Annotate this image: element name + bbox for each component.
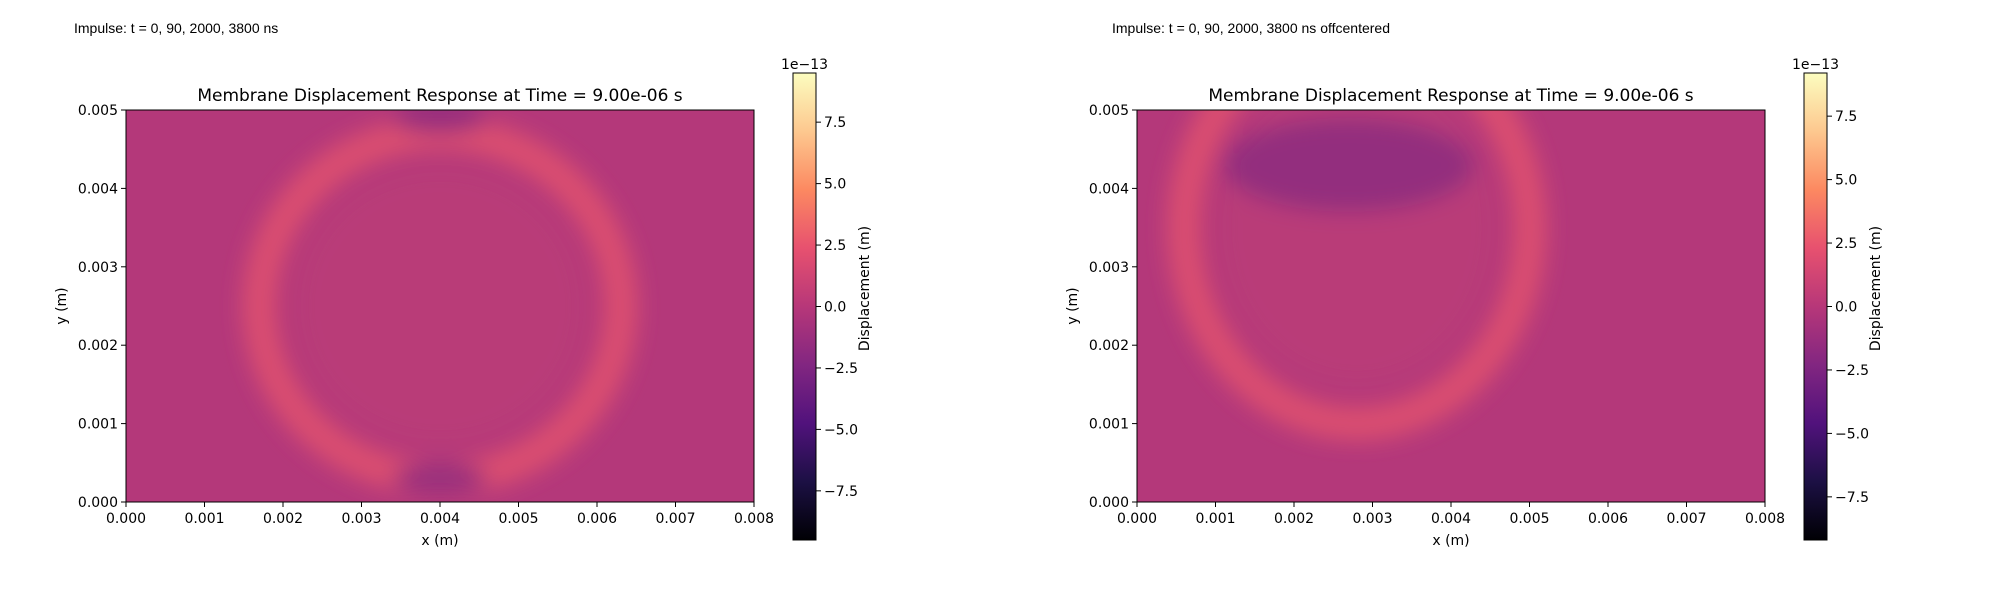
plot-title: Membrane Displacement Response at Time =… [197,86,682,106]
y-tick-label: 0.000 [78,495,118,511]
y-tick-label: 0.001 [1089,417,1129,433]
heatmap-2 [1137,110,1765,502]
trough [392,110,488,134]
x-tick-label: 0.006 [577,511,617,527]
colorbar-tick-label: 7.5 [1835,109,1857,125]
y-tick-label: 0.002 [1089,338,1129,354]
y-tick-label: 0.003 [78,260,118,276]
x-axis-label: x (m) [1432,533,1469,549]
colorbar-offset-label: 1e−13 [781,57,828,73]
x-tick-label: 0.008 [1745,511,1785,527]
colorbar-tick-label: −5.0 [1835,426,1869,442]
x-tick-label: 0.000 [106,511,146,527]
y-tick-label: 0.004 [1089,181,1129,197]
colorbar-tick-label: 2.5 [1835,236,1857,252]
wave-ring [1167,110,1547,441]
y-tick-label: 0.000 [1089,495,1129,511]
colorbar [1803,72,1828,541]
y-tick-label: 0.003 [1089,260,1129,276]
trough [1223,117,1475,212]
colorbar-tick-label: −2.5 [1835,363,1869,379]
colorbar-tick-label: −7.5 [1835,490,1869,506]
y-tick-label: 0.002 [78,338,118,354]
trough [392,462,488,495]
y-tick-label: 0.005 [78,103,118,119]
x-tick-label: 0.006 [1588,511,1628,527]
colorbar-tick-label: 5.0 [824,177,846,193]
colorbar-tick-label: 2.5 [824,238,846,254]
caption-left: Impulse: t = 0, 90, 2000, 3800 ns [74,20,279,36]
x-tick-label: 0.004 [420,511,460,527]
x-tick-label: 0.002 [263,511,303,527]
x-tick-label: 0.000 [1117,511,1157,527]
y-tick-label: 0.001 [78,417,118,433]
colorbar-tick-label: 7.5 [824,115,846,131]
y-axis-label: y (m) [54,287,70,324]
x-tick-label: 0.002 [1274,511,1314,527]
x-tick-label: 0.007 [1666,511,1706,527]
colorbar-tick-label: −7.5 [824,484,858,500]
y-tick-label: 0.005 [1089,103,1129,119]
colorbar-tick-label: 5.0 [1835,173,1857,189]
x-tick-label: 0.005 [1509,511,1549,527]
x-tick-label: 0.007 [655,511,695,527]
heatmap-1 [126,110,754,502]
x-tick-label: 0.001 [184,511,224,527]
x-tick-label: 0.001 [1195,511,1235,527]
colorbar-offset-label: 1e−13 [1792,57,1839,73]
y-tick-label: 0.004 [78,181,118,197]
colorbar-label: Displacement (m) [857,226,873,351]
colorbar-tick-label: 0.0 [824,300,846,316]
ring-interior [1218,110,1495,385]
colorbar [792,72,817,541]
colorbar-tick-label: −2.5 [824,361,858,377]
caption-right: Impulse: t = 0, 90, 2000, 3800 ns offcen… [1112,20,1390,36]
x-tick-label: 0.003 [341,511,381,527]
colorbar-tick-label: −5.0 [824,422,858,438]
x-axis-label: x (m) [421,533,458,549]
x-tick-label: 0.003 [1352,511,1392,527]
x-tick-label: 0.004 [1431,511,1471,527]
x-tick-label: 0.005 [498,511,538,527]
y-axis-label: y (m) [1065,287,1081,324]
ring-interior [295,168,585,444]
colorbar-tick-label: 0.0 [1835,300,1857,316]
colorbar-label: Displacement (m) [1868,226,1884,351]
x-tick-label: 0.008 [734,511,774,527]
plot-title: Membrane Displacement Response at Time =… [1208,86,1693,106]
